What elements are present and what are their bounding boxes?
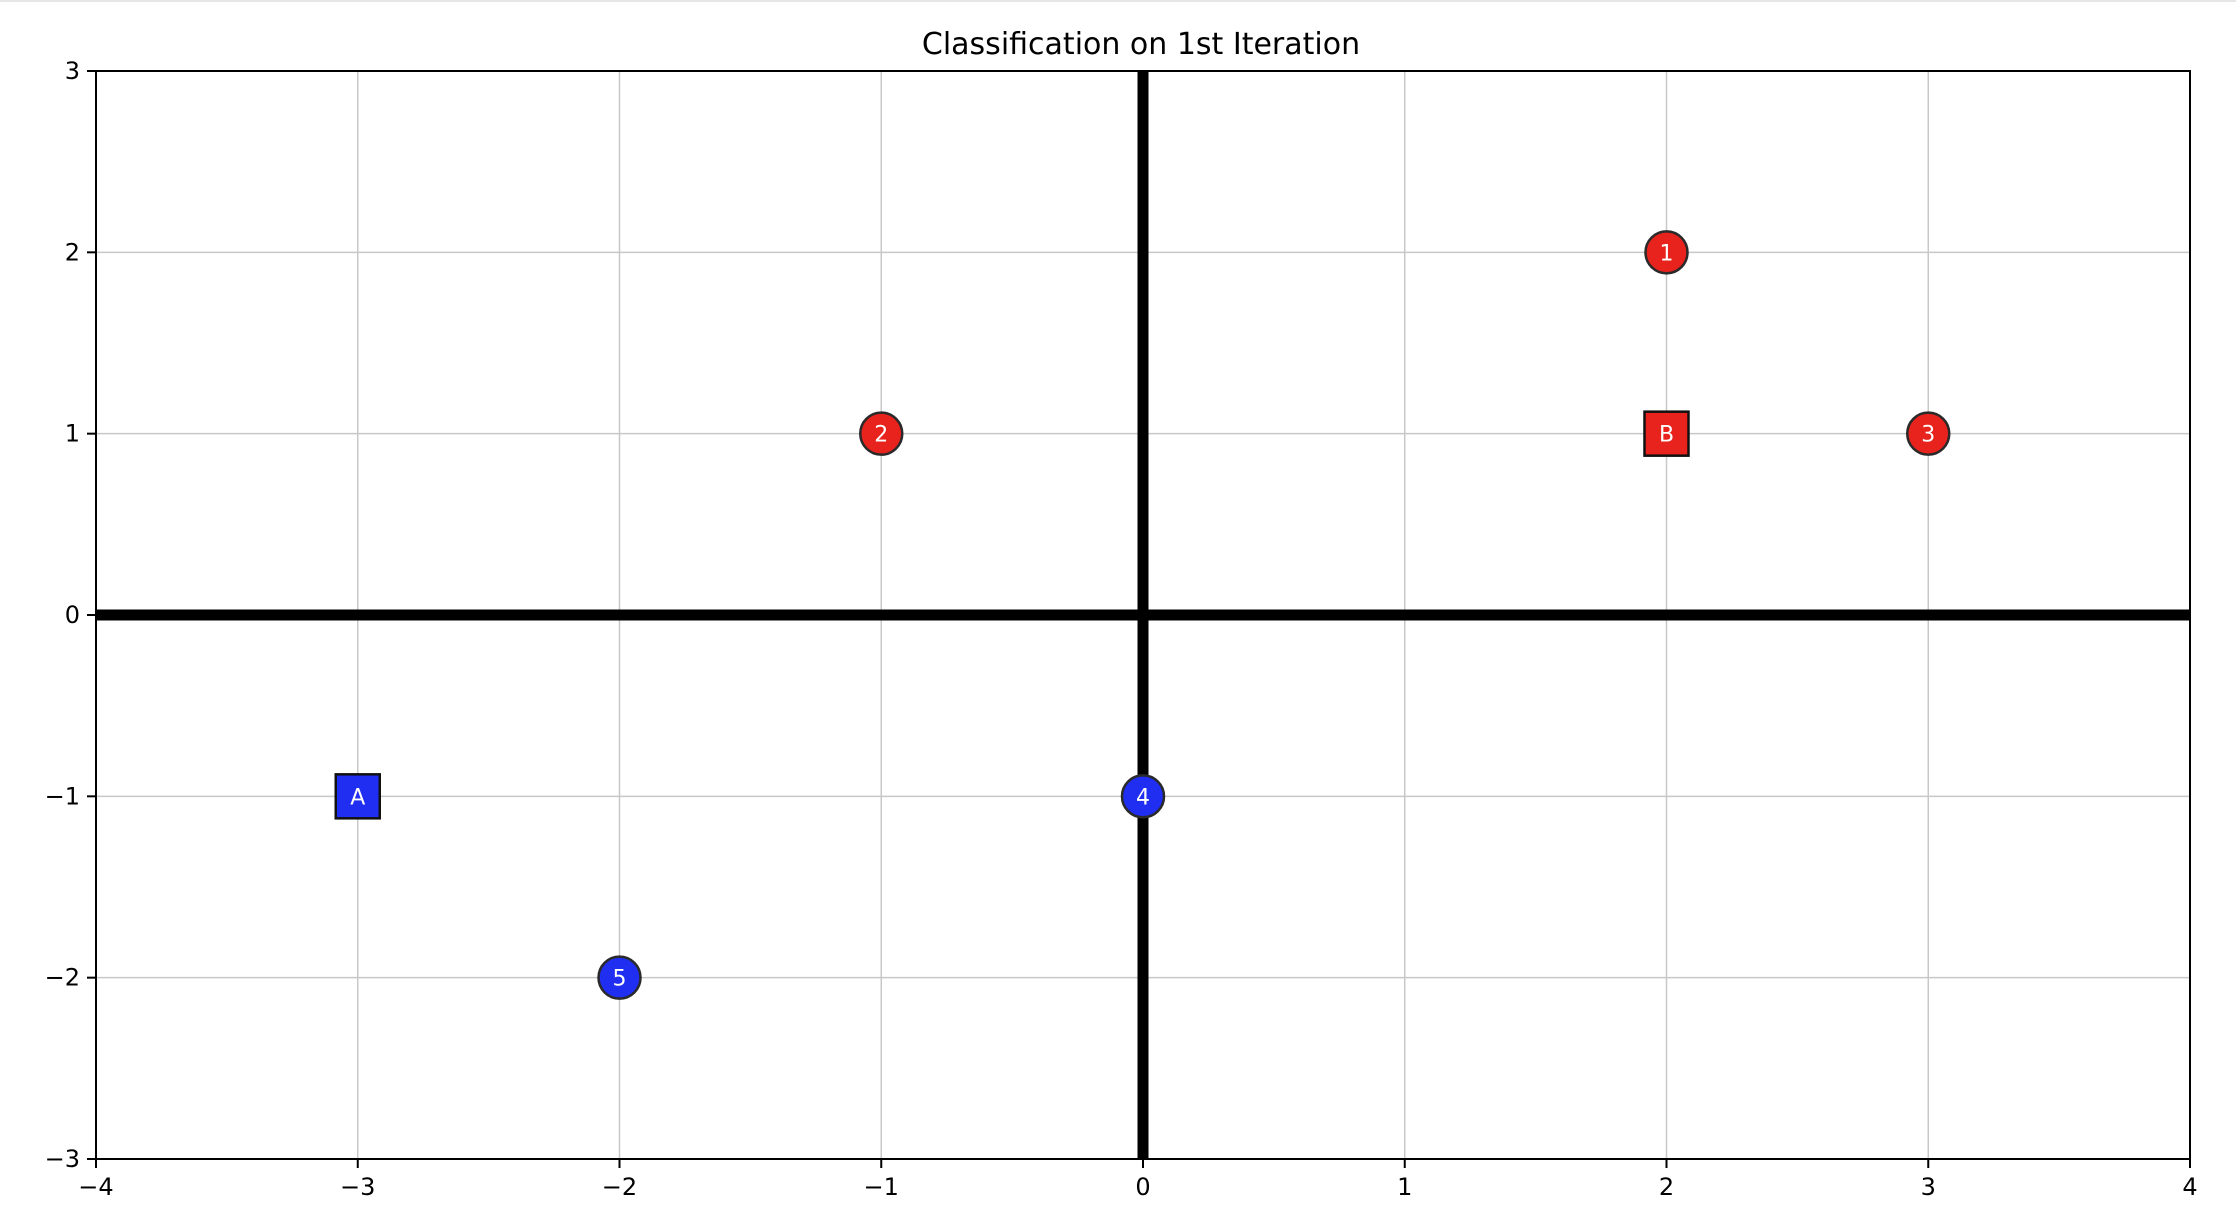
- top-divider: [0, 0, 2236, 2]
- decision-boundaries: [96, 71, 2190, 1159]
- x-tick-label: −2: [602, 1173, 637, 1201]
- y-tick-label: 2: [65, 238, 80, 266]
- y-tick-label: 3: [65, 57, 80, 85]
- centroid-label-B: B: [1659, 423, 1674, 448]
- x-tick-label: −3: [340, 1173, 375, 1201]
- centroid-label-A: A: [350, 785, 365, 810]
- x-tick-label: −4: [78, 1173, 113, 1201]
- point-label-4: 4: [1136, 785, 1150, 810]
- centroid-marker-A: [334, 773, 381, 820]
- y-tick-label: 0: [65, 601, 80, 629]
- centroid-marker-B: [1643, 410, 1690, 457]
- point-marker-1: [1644, 230, 1689, 275]
- point-label-3: 3: [1921, 423, 1935, 448]
- x-tick-label: 0: [1135, 1173, 1150, 1201]
- data-points: 1 2 3 4 5 A B: [334, 230, 1951, 1000]
- x-tick-label: 2: [1659, 1173, 1674, 1201]
- y-tick-label: −2: [45, 964, 80, 992]
- point-marker-5: [597, 955, 642, 1000]
- x-tick-label: 1: [1397, 1173, 1412, 1201]
- y-tick-label: −3: [45, 1145, 80, 1173]
- point-marker-4: [1120, 774, 1166, 819]
- x-tick-label: 3: [1921, 1173, 1936, 1201]
- y-tick-label: 1: [65, 420, 80, 448]
- point-label-1: 1: [1660, 241, 1674, 266]
- y-tick-label: −1: [45, 782, 80, 810]
- point-marker-2: [859, 411, 904, 456]
- x-tick-label: −1: [864, 1173, 899, 1201]
- chart-title: Classification on 1st Iteration: [922, 27, 1360, 62]
- point-label-2: 2: [874, 423, 888, 448]
- point-label-5: 5: [613, 967, 627, 992]
- x-tick-label: 4: [2182, 1173, 2197, 1201]
- point-marker-3: [1906, 411, 1951, 456]
